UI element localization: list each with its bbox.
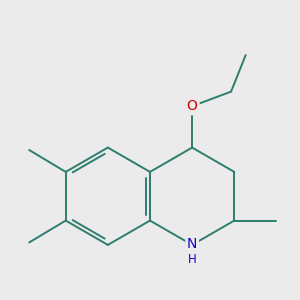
Text: N: N [187, 237, 197, 251]
Text: H: H [188, 253, 197, 266]
Text: O: O [187, 99, 198, 113]
